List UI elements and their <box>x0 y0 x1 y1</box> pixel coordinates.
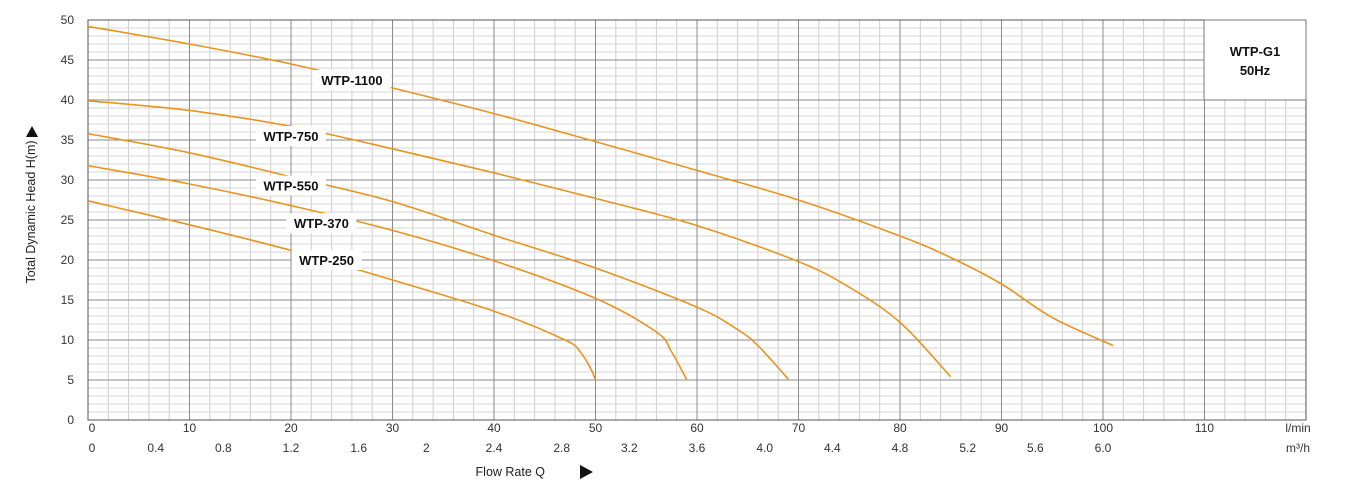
x-tick-label: 110 <box>1195 421 1214 435</box>
y-axis-title: Total Dynamic Head H(m) <box>24 140 38 283</box>
y-tick-label: 0 <box>67 413 74 427</box>
x-tick-label: 40 <box>487 421 501 435</box>
x2-tick-label: 5.6 <box>1027 441 1044 455</box>
x-tick-label: 30 <box>386 421 400 435</box>
x-tick-label: 80 <box>893 421 907 435</box>
series-label-wtp-250: WTP-250 <box>299 253 354 268</box>
x2-tick-label: 3.2 <box>621 441 638 455</box>
x2-tick-label: 2.8 <box>553 441 570 455</box>
y-tick-label: 30 <box>61 173 75 187</box>
x-tick-label: 20 <box>284 421 298 435</box>
x-axis-arrow-icon <box>580 465 593 479</box>
series-label-wtp-1100: WTP-1100 <box>321 73 382 88</box>
x2-tick-labels: 0 0.4 0.8 1.2 1.6 2 2.4 2.8 3.2 3.6 4.0 4.4 4.8 5.2 5.… <box>89 441 1112 455</box>
y-tick-label: 50 <box>61 13 75 27</box>
x-tick-label: 0 <box>89 421 96 435</box>
x-tick-label: 70 <box>792 421 806 435</box>
series-label-bg <box>312 70 391 90</box>
series-line-wtp-1100 <box>87 25 1114 347</box>
x2-tick-label: 0.4 <box>147 441 164 455</box>
x2-tick-label: 6.0 <box>1095 441 1112 455</box>
y-tick-labels: 0 5 10 15 20 25 30 35 40 45 50 <box>61 13 75 427</box>
x2-unit-label: m³/h <box>1286 441 1310 455</box>
y-tick-label: 5 <box>67 373 74 387</box>
legend-model-text: WTP-G1 <box>1230 44 1281 59</box>
series-line-wtp-750 <box>87 100 952 378</box>
y-tick-label: 15 <box>61 293 75 307</box>
series-label-wtp-750: WTP-750 <box>264 129 319 144</box>
x2-tick-label: 1.6 <box>350 441 367 455</box>
series-label-bg <box>256 175 326 196</box>
series-label-bg <box>291 250 362 270</box>
y-axis-arrow-icon <box>26 126 38 137</box>
legend-frequency-text: 50Hz <box>1240 63 1271 78</box>
legend-box: WTP-G1 50Hz <box>1203 19 1307 101</box>
y-tick-label: 20 <box>61 253 75 267</box>
series-line-wtp-250 <box>87 200 597 381</box>
pump-curves <box>87 25 1114 381</box>
x2-tick-label: 0.8 <box>215 441 232 455</box>
y-tick-label: 35 <box>61 133 75 147</box>
y-axis-label: Total Dynamic Head H(m) <box>24 140 38 283</box>
x2-tick-label: 3.6 <box>689 441 706 455</box>
x-tick-label: 90 <box>995 421 1009 435</box>
x2-tick-label: 4.0 <box>756 441 773 455</box>
curve-labels: WTP-1100 WTP-750 WTP-550 WTP-370 WTP-250 <box>256 70 391 270</box>
series-label-bg <box>286 213 357 234</box>
y-tick-label: 25 <box>61 213 75 227</box>
x2-tick-label: 2.4 <box>486 441 503 455</box>
x-unit-label: l/min <box>1285 421 1310 435</box>
y-tick-label: 40 <box>61 93 75 107</box>
legend-box-frame <box>1203 19 1307 101</box>
x-axis-label: Flow Rate Q <box>476 465 546 479</box>
x-tick-labels: 0 10 20 30 40 50 60 70 80 90 100 110 <box>89 421 1215 435</box>
x2-tick-label: 5.2 <box>959 441 976 455</box>
x-tick-label: 100 <box>1093 421 1113 435</box>
x2-tick-label: 0 <box>89 441 96 455</box>
y-tick-label: 10 <box>61 333 75 347</box>
x2-tick-label: 2 <box>423 441 430 455</box>
series-line-wtp-550 <box>87 132 789 380</box>
x-tick-label: 50 <box>589 421 603 435</box>
series-label-bg <box>256 126 326 146</box>
x2-tick-label: 4.8 <box>892 441 909 455</box>
x2-tick-label: 1.2 <box>283 441 300 455</box>
y-tick-label: 45 <box>61 53 75 67</box>
series-label-wtp-550: WTP-550 <box>264 179 319 194</box>
series-line-wtp-370 <box>87 164 688 381</box>
x2-tick-label: 4.4 <box>824 441 841 455</box>
x-tick-label: 10 <box>183 421 197 435</box>
series-label-wtp-370: WTP-370 <box>294 216 349 231</box>
x-tick-label: 60 <box>690 421 704 435</box>
plot-frame <box>87 19 1307 421</box>
